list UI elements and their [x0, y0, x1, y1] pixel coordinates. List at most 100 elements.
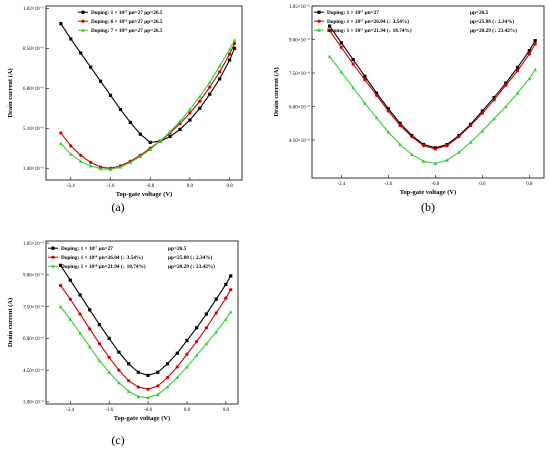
data-point [108, 93, 113, 97]
data-point [188, 118, 192, 122]
series-line-3 [60, 306, 232, 399]
data-point [214, 297, 218, 301]
data-point [351, 58, 355, 62]
data-point [218, 77, 222, 81]
x-tick-label: 0.8 [223, 408, 230, 413]
data-point [410, 135, 414, 139]
data-point [218, 70, 222, 74]
data-point [214, 330, 218, 334]
data-point [195, 326, 199, 330]
data-point [118, 165, 123, 169]
data-point [504, 81, 508, 85]
data-point [79, 153, 83, 157]
data-point [107, 355, 111, 360]
data-point [58, 263, 63, 267]
data-point [69, 37, 73, 41]
data-point [351, 85, 355, 90]
data-point [107, 370, 111, 374]
data-point [410, 152, 414, 157]
data-point [89, 65, 93, 69]
y-tick-label: 3.40×10⁻⁶ [23, 166, 44, 172]
chart-panel-3: -2.4 -1.6 -0.8 0.0 0.8 3.00×10⁻⁶ 4.50×10⁻⁶ 6.00… [7, 240, 239, 447]
data-point [492, 116, 496, 121]
y-tick-label: 5.10×10⁻⁶ [23, 126, 44, 132]
data-point [138, 132, 142, 136]
x-axis-label: Top-gate voltage (V) [400, 189, 456, 196]
data-point [59, 22, 63, 26]
data-point [138, 154, 143, 159]
x-tick-label: 0.8 [526, 182, 533, 187]
data-point [492, 98, 496, 102]
data-point [228, 310, 233, 314]
data-point [386, 109, 390, 113]
legend-marker [51, 255, 55, 259]
data-point [533, 67, 537, 72]
data-point [229, 288, 233, 292]
data-point [98, 166, 103, 171]
plot-frame [45, 240, 239, 405]
legend-entry-2: Doping: 6 × 10¹⁶ μn=27 μp=26.5 [91, 19, 163, 25]
legend-extra-2: μp=25.88 (↓ 2.34%) [168, 254, 213, 261]
data-point [178, 127, 182, 132]
data-point [155, 392, 160, 397]
data-point [68, 278, 72, 282]
data-point [468, 123, 473, 128]
data-point [88, 308, 92, 312]
data-point [118, 107, 123, 112]
data-point [78, 293, 82, 297]
data-point [117, 380, 121, 385]
data-point [117, 368, 121, 372]
panel-label: (c) [111, 433, 124, 447]
y-tick-label: 7.50×10⁻⁶ [289, 71, 310, 77]
data-point [185, 365, 189, 369]
data-point [165, 375, 170, 380]
data-point [457, 135, 461, 139]
x-tick-label: 0.0 [187, 184, 194, 189]
data-point [58, 304, 63, 309]
chart-panel-2: -2.4 -1.6 -0.8 0.0 0.8 4.50×10⁻⁶ 6.00×10⁻⁶ 7.50… [273, 4, 545, 214]
data-point [421, 144, 426, 148]
data-point [527, 49, 531, 53]
data-point [375, 91, 379, 95]
legend-extra-3: μp=20.29 (↓ 23.42%) [470, 27, 517, 34]
data-point [480, 111, 484, 115]
data-point [127, 379, 131, 383]
x-tick-label: 0.0 [479, 182, 486, 187]
legend-entry-3: Doping: 1 × 10¹⁸ μn=21.94 (↓ 18.74%) [61, 263, 146, 270]
data-point [175, 351, 179, 355]
data-point [148, 140, 152, 144]
data-point [492, 95, 496, 100]
data-point [136, 370, 140, 374]
legend-marker [51, 246, 55, 250]
data-point [126, 389, 131, 393]
legend-extra-3: μp=20.29 (↓ 23.42%) [168, 263, 215, 270]
y-tick-label: 9.00×10⁻⁶ [23, 273, 44, 279]
data-point [178, 119, 182, 123]
data-point [328, 28, 332, 33]
data-point [79, 51, 83, 55]
x-tick-label: -1.6 [105, 408, 113, 413]
y-tick-label: 9.00×10⁻⁶ [289, 37, 310, 43]
data-point [445, 144, 449, 148]
y-tick-label: 4.50×10⁻⁶ [289, 138, 310, 144]
data-point [468, 140, 473, 144]
data-point [208, 85, 212, 89]
data-point [117, 350, 121, 354]
data-point [515, 65, 520, 70]
x-tick-label: -0.8 [144, 408, 152, 413]
data-point [97, 342, 102, 346]
y-tick-label: 1.05×10⁻⁵ [289, 4, 310, 10]
data-point [480, 109, 484, 113]
legend-entry-1: Doping: 1 × 10¹⁷ μn=27 [327, 10, 379, 16]
data-point [363, 78, 367, 82]
data-point [146, 373, 150, 378]
data-point [224, 317, 228, 321]
data-point [97, 358, 102, 363]
data-point [168, 129, 172, 134]
data-point [204, 341, 209, 346]
legend-marker [317, 19, 321, 23]
data-point [128, 120, 132, 124]
data-point [88, 163, 93, 168]
legend-extra-2: μp=25.88 (↓ 2.34%) [470, 18, 515, 25]
data-point [146, 387, 150, 391]
